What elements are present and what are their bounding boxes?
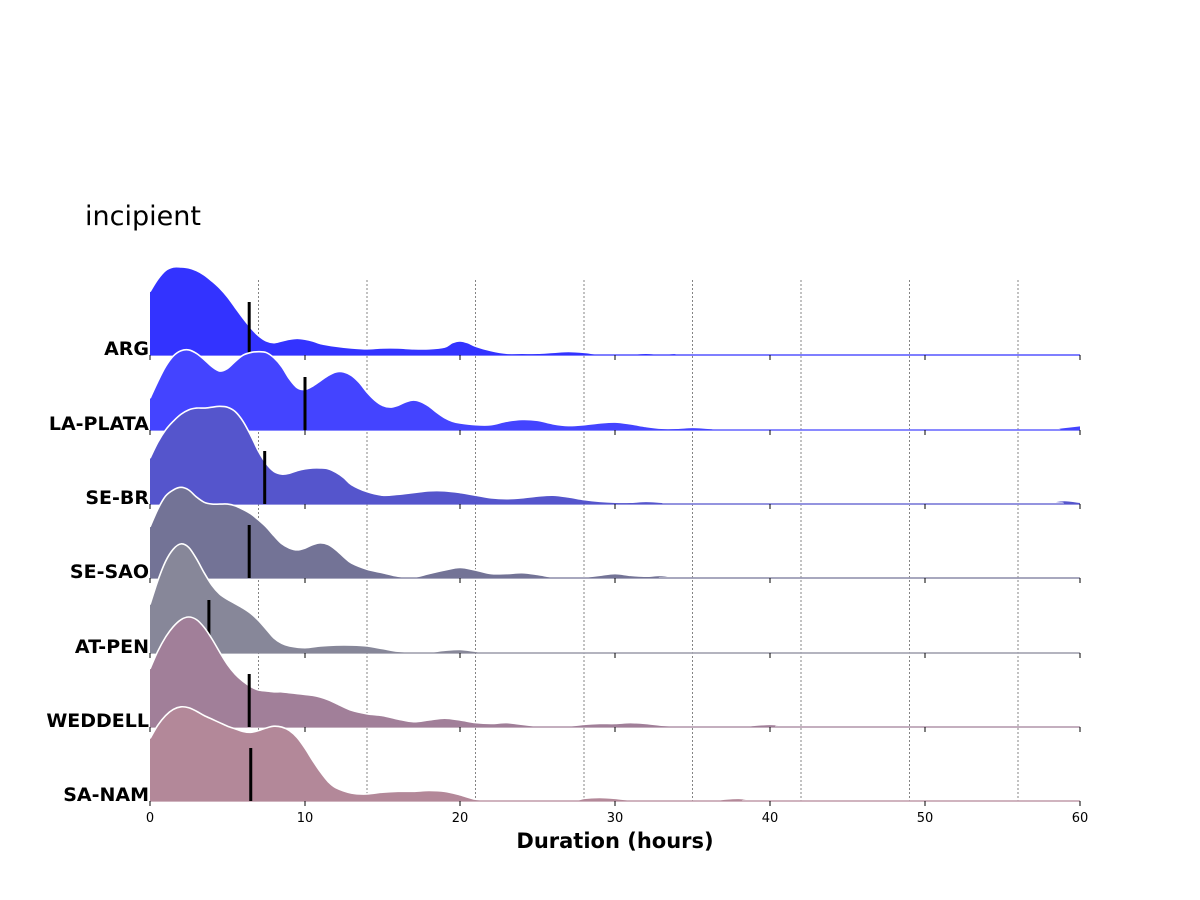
ridge-area-weddell <box>150 617 1080 728</box>
x-tick-label-1: 10 <box>297 811 314 826</box>
x-axis: 0 10 20 30 40 50 60 <box>146 811 1088 826</box>
region-label-la-plata: LA-PLATA <box>49 413 149 435</box>
ridge-la-plata: LA-PLATA <box>49 348 1081 435</box>
ridge-at-pen: AT-PEN <box>75 543 1081 658</box>
region-label-se-br: SE-BR <box>85 487 149 509</box>
region-label-at-pen: AT-PEN <box>75 636 149 658</box>
x-tick-label-6: 60 <box>1072 811 1089 826</box>
ridge-area-sa-nam <box>150 706 1080 802</box>
region-label-arg: ARG <box>104 338 149 360</box>
ridge-area-se-br <box>150 406 1080 505</box>
ridges: ARG LA-PLATA SE-BR SE-SAO AT-PEN WEDDELL SA-NA… <box>46 265 1081 806</box>
ridge-outline-weddell <box>149 616 1081 728</box>
ridge-area-la-plata <box>150 349 1080 431</box>
ridge-area-at-pen <box>150 543 1080 654</box>
x-tick-label-5: 50 <box>917 811 934 826</box>
ridge-outline-se-sao <box>149 486 1081 579</box>
ridge-weddell: WEDDELL <box>46 616 1081 732</box>
ridge-se-sao: SE-SAO <box>70 486 1081 583</box>
ridge-sa-nam: SA-NAM <box>63 705 1081 806</box>
region-label-sa-nam: SA-NAM <box>63 784 149 806</box>
x-tick-label-2: 20 <box>452 811 469 826</box>
ridge-se-br: SE-BR <box>85 405 1081 509</box>
ridge-outline-la-plata <box>149 348 1081 431</box>
ridge-area-arg <box>150 266 1080 356</box>
chart-title: incipient <box>85 201 201 232</box>
ridge-outline-se-br <box>149 405 1081 505</box>
x-tick-label-3: 30 <box>607 811 624 826</box>
x-tick-label-4: 40 <box>762 811 779 826</box>
ridge-area-se-sao <box>150 487 1080 579</box>
ridge-outline-arg <box>149 265 1081 356</box>
region-label-se-sao: SE-SAO <box>70 561 149 583</box>
ridge-arg: ARG <box>104 265 1081 360</box>
ridge-outline-sa-nam <box>149 705 1081 803</box>
region-label-weddell: WEDDELL <box>46 710 149 732</box>
x-axis-label: Duration (hours) <box>516 829 713 853</box>
x-tick-label-0: 0 <box>146 811 154 826</box>
